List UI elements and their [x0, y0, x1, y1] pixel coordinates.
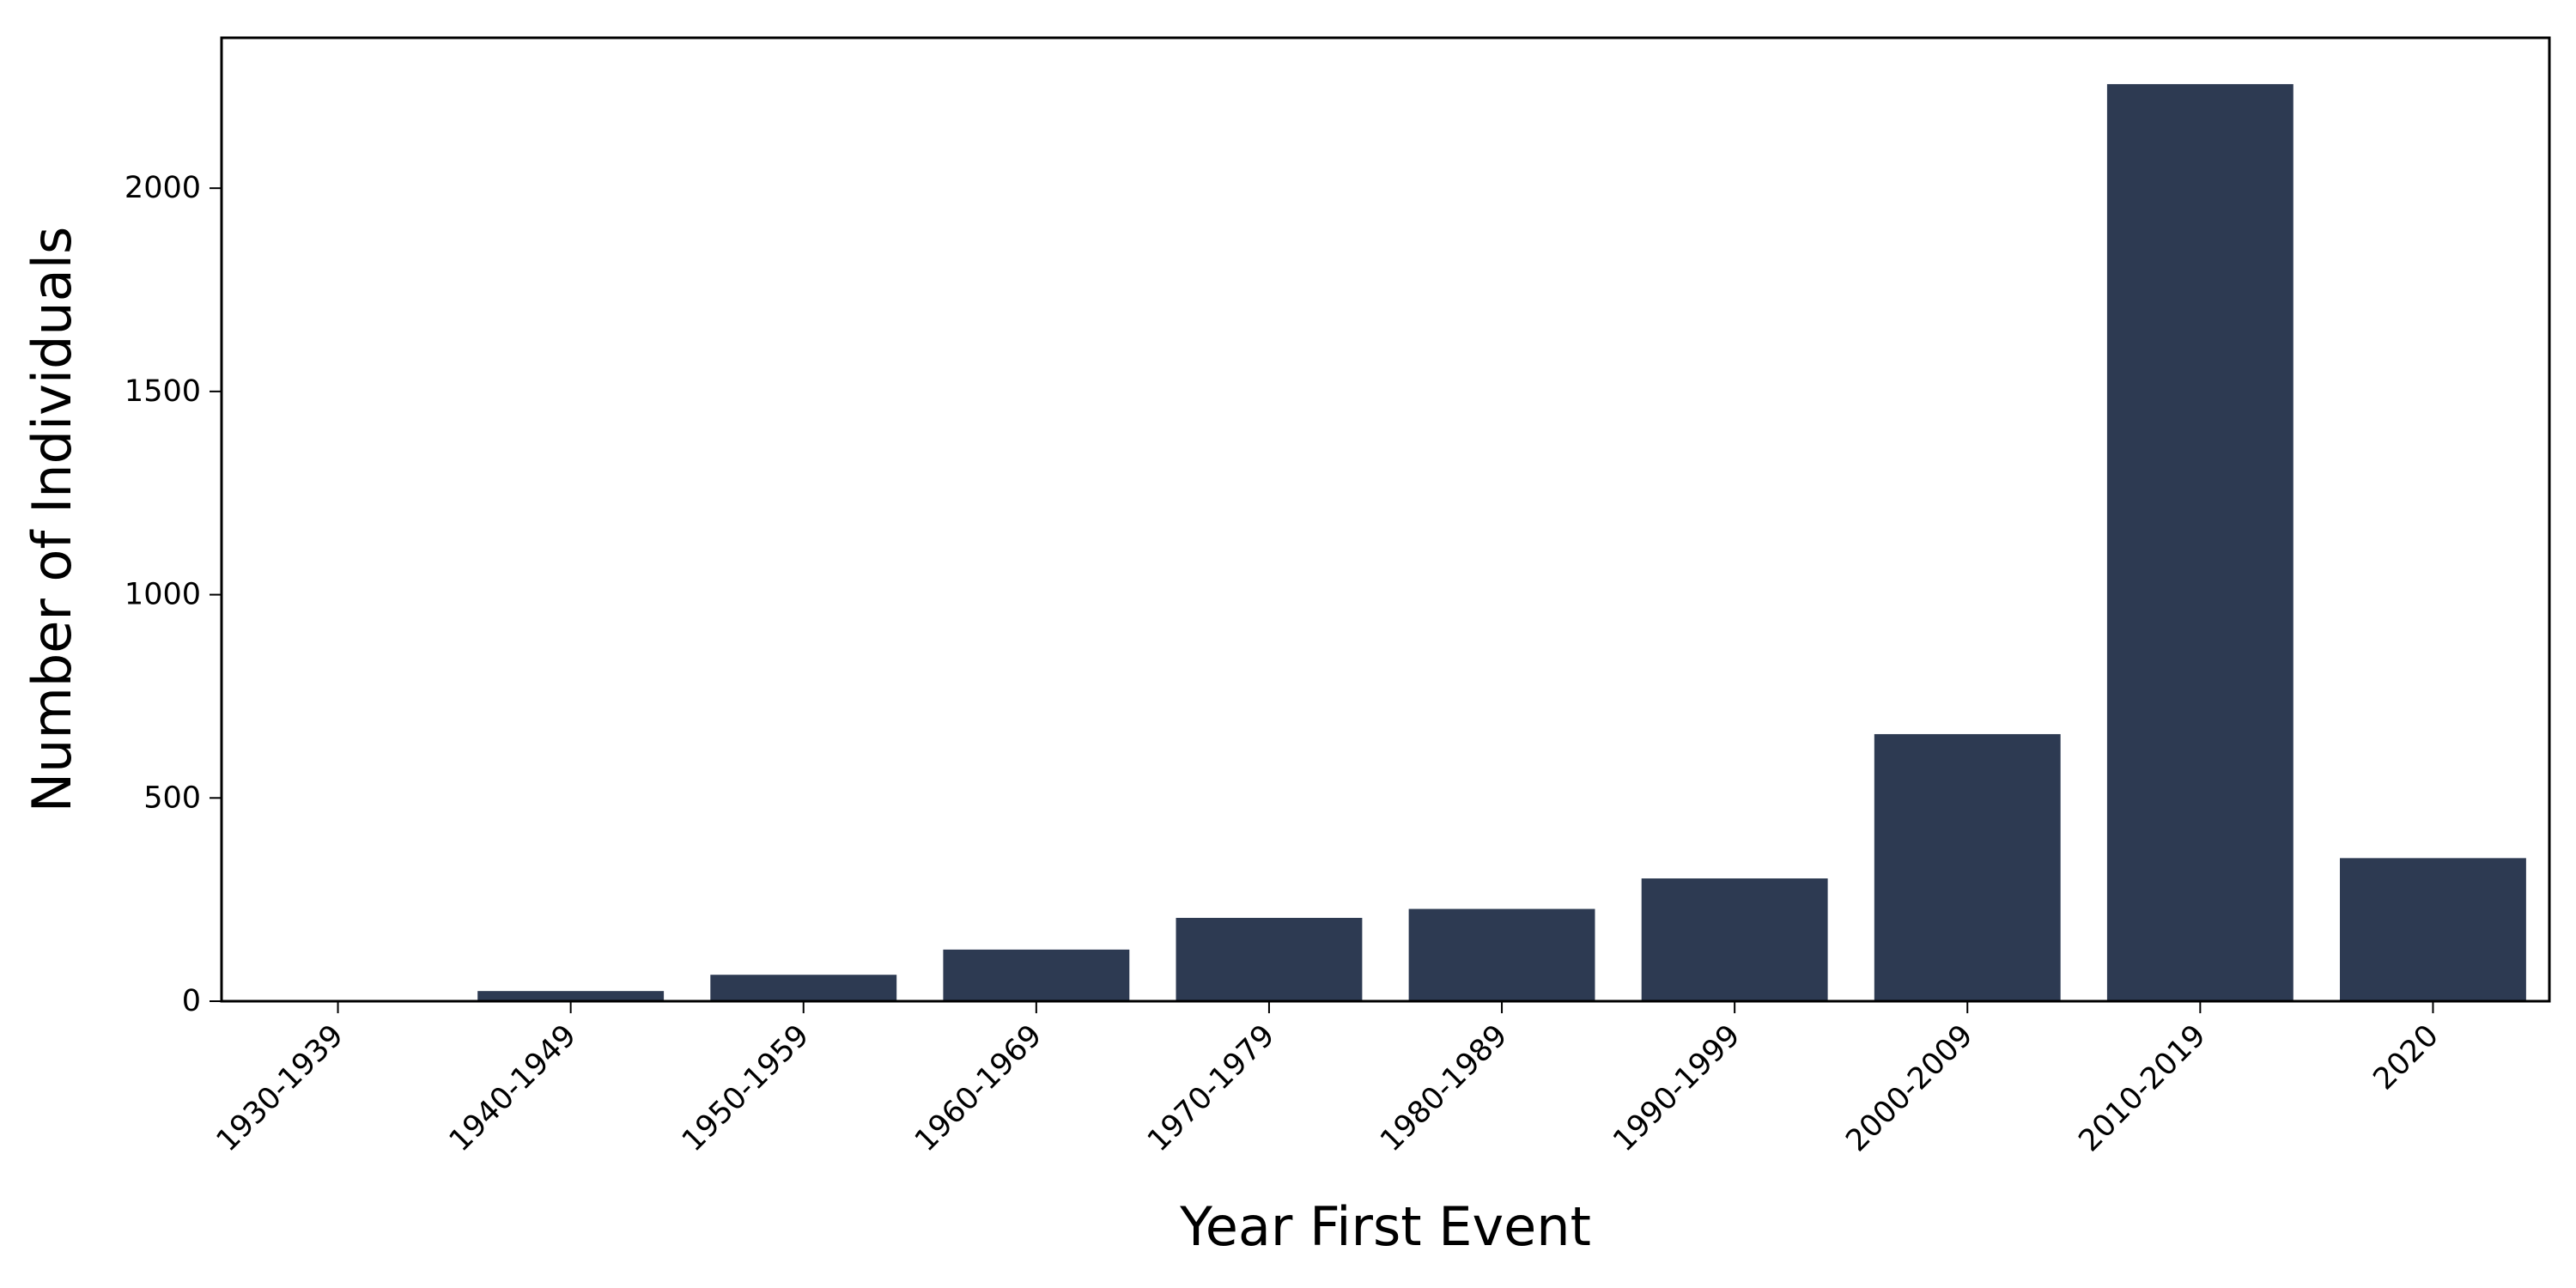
y-tick-label: 1000: [125, 578, 201, 612]
y-axis-label: Number of Individuals: [21, 227, 83, 812]
plot-frame: [220, 36, 2551, 1003]
y-tick-label: 1500: [125, 374, 201, 409]
y-tick-label: 0: [182, 984, 201, 1018]
x-tick-label: 2020: [2367, 1018, 2445, 1097]
bar-1990-1999: [1641, 878, 1828, 1001]
y-tick-label: 500: [143, 781, 201, 815]
y-axis-ticks: 0 500 1000 1500 2000: [125, 171, 222, 1018]
x-tick-label: 2010-2019: [2073, 1018, 2213, 1158]
x-tick-label: 1930-1939: [210, 1018, 350, 1158]
x-tick-label: 1950-1959: [676, 1018, 816, 1158]
bar-2000-2009: [1874, 733, 2061, 1001]
bar-2010-2019: [2106, 83, 2293, 1002]
x-tick-label: 1970-1979: [1141, 1018, 1281, 1158]
x-tick-label: 1960-1969: [908, 1018, 1048, 1158]
x-tick-label: 1990-1999: [1607, 1018, 1747, 1158]
bar-1970-1979: [1176, 917, 1363, 1001]
x-axis-label: Year First Event: [1179, 1195, 1591, 1258]
y-tick-label: 2000: [125, 171, 201, 205]
x-tick-label: 1980-1989: [1374, 1018, 1514, 1158]
bars-group: [245, 83, 2526, 1002]
x-tick-label: 1940-1949: [443, 1018, 583, 1158]
x-axis-ticks: 1930-1939 1940-1949 1950-1959 1960-1969 1970…: [210, 1001, 2445, 1158]
bar-1960-1969: [943, 949, 1130, 1001]
x-tick-label: 2000-2009: [1839, 1018, 1979, 1158]
bar-2020: [2340, 858, 2526, 1001]
bar-1950-1959: [710, 975, 897, 1001]
bar-1980-1989: [1408, 908, 1595, 1001]
bar-1940-1949: [477, 991, 665, 1001]
